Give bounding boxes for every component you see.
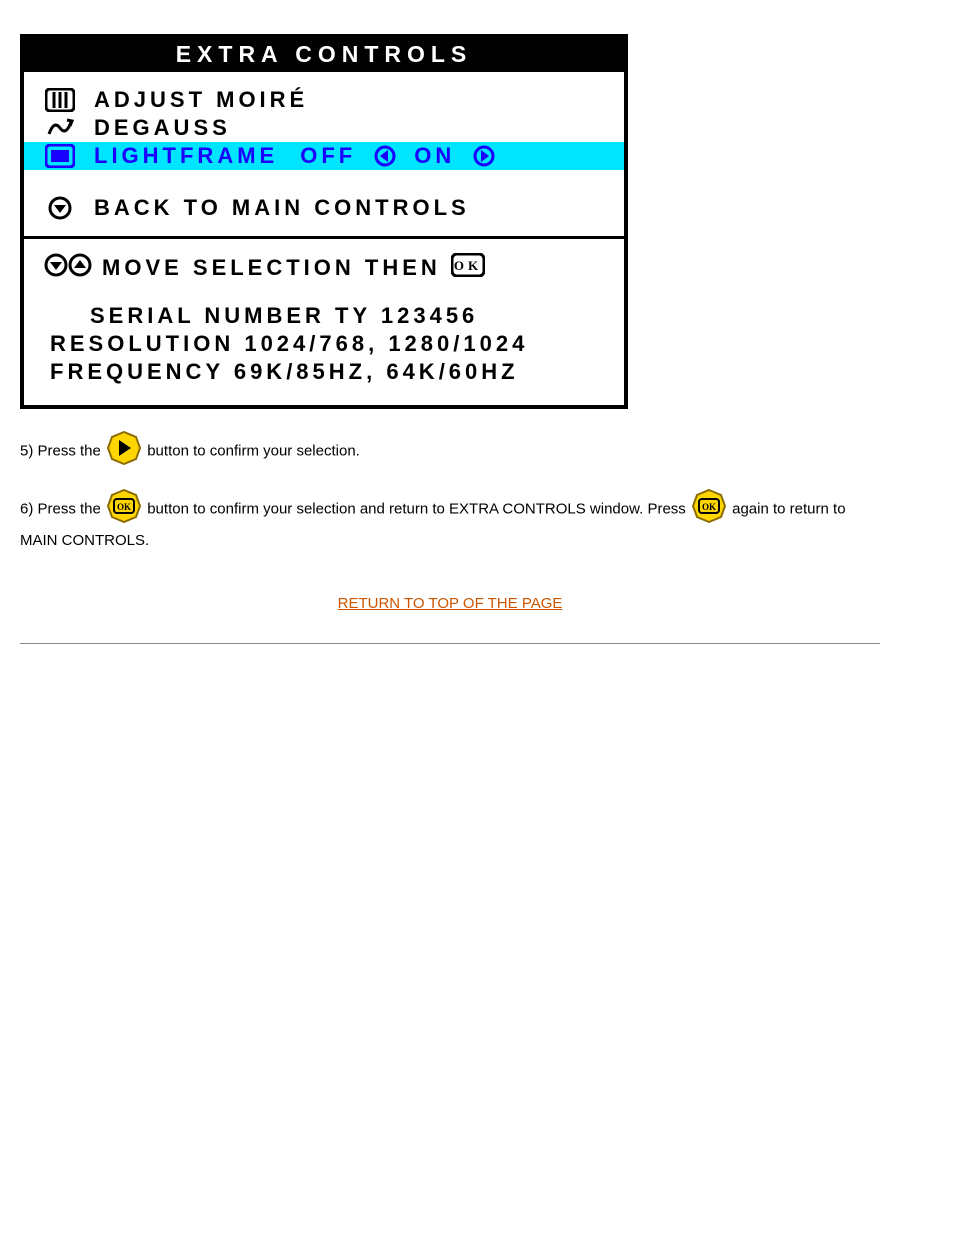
down-arrow-icon	[44, 196, 76, 220]
hint-text: MOVE SELECTION THEN	[102, 255, 441, 281]
osd-menu-section: ADJUST MOIRÉ DEGAUSS	[24, 72, 624, 239]
right-arrow-icon	[473, 145, 495, 167]
on-label: ON	[414, 143, 455, 169]
osd-title: EXTRA CONTROLS	[24, 38, 624, 72]
ok-button-icon-2: OK	[692, 489, 726, 531]
menu-label: LIGHTFRAME	[94, 143, 278, 169]
right-button-icon	[107, 431, 141, 473]
step-5: 5) Press the button to confirm your sele…	[20, 431, 880, 473]
hint-line: MOVE SELECTION THEN OK	[44, 253, 614, 283]
svg-text:OK: OK	[117, 502, 131, 512]
moire-icon	[44, 88, 76, 112]
resolution-line: RESOLUTION 1024/768, 1280/1024	[44, 331, 614, 357]
menu-label: ADJUST MOIRÉ	[94, 87, 308, 113]
menu-label: BACK TO MAIN CONTROLS	[94, 195, 470, 221]
menu-item-moire[interactable]: ADJUST MOIRÉ	[44, 86, 614, 114]
off-label: OFF	[300, 143, 356, 169]
svg-text:OK: OK	[702, 502, 716, 512]
spacer	[44, 170, 614, 194]
menu-item-lightframe[interactable]: LIGHTFRAME OFF ON	[24, 142, 624, 170]
serial-line: SERIAL NUMBER TY 123456	[44, 303, 614, 329]
up-arrow-icon	[68, 253, 92, 283]
step-6-text-b: button to confirm your selection and ret…	[147, 500, 690, 517]
instruction-block: 5) Press the button to confirm your sele…	[20, 431, 880, 644]
step-6-text-a: 6) Press the	[20, 500, 105, 517]
return-to-top-link[interactable]: RETURN TO TOP OF THE PAGE	[338, 595, 563, 612]
svg-text:OK: OK	[454, 258, 482, 273]
menu-item-degauss[interactable]: DEGAUSS	[44, 114, 614, 142]
osd-info-section: MOVE SELECTION THEN OK SERIAL NUMBER TY …	[24, 239, 624, 405]
frequency-line: FREQUENCY 69K/85HZ, 64K/60HZ	[44, 359, 614, 385]
ok-button-icon: OK	[107, 489, 141, 531]
step-5-text-a: 5) Press the	[20, 443, 105, 460]
menu-item-back[interactable]: BACK TO MAIN CONTROLS	[44, 194, 614, 222]
lightframe-icon	[44, 144, 76, 168]
separator	[20, 643, 880, 644]
step-6: 6) Press the OK button to confirm your s…	[20, 489, 880, 553]
osd-panel: EXTRA CONTROLS ADJUST MOIRÉ	[20, 34, 628, 409]
down-arrow-icon	[44, 253, 68, 283]
menu-label: DEGAUSS	[94, 115, 231, 141]
ok-icon: OK	[451, 253, 485, 283]
step-5-text-b: button to confirm your selection.	[147, 443, 360, 460]
degauss-icon	[44, 116, 76, 140]
left-arrow-icon	[374, 145, 396, 167]
